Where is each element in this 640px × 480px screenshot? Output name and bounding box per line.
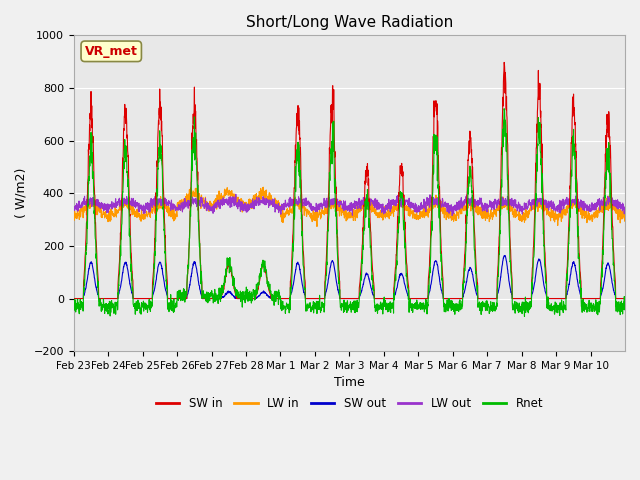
Legend: SW in, LW in, SW out, LW out, Rnet: SW in, LW in, SW out, LW out, Rnet: [151, 392, 548, 415]
Text: VR_met: VR_met: [85, 45, 138, 58]
X-axis label: Time: Time: [334, 376, 365, 389]
Title: Short/Long Wave Radiation: Short/Long Wave Radiation: [246, 15, 453, 30]
Y-axis label: ( W/m2): ( W/m2): [15, 168, 28, 218]
